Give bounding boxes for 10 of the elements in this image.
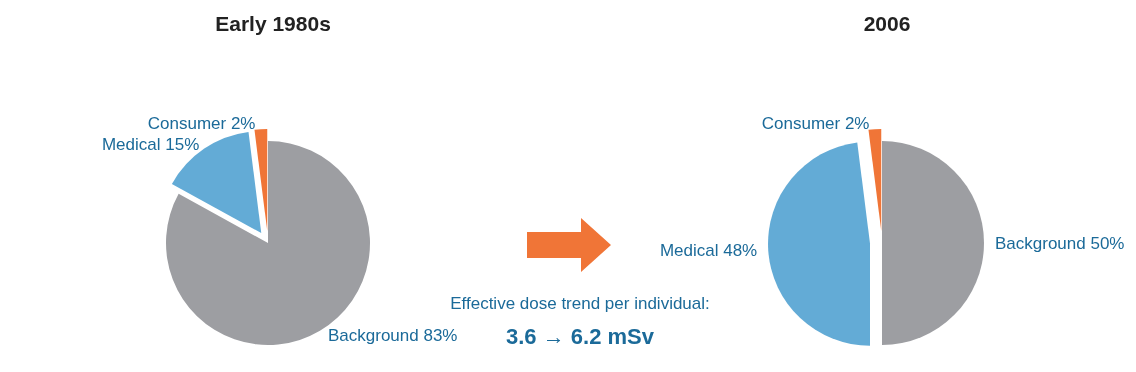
slice-label: Background 50%	[995, 233, 1125, 253]
chart-title: Early 1980s	[215, 12, 331, 35]
chart-title: 2006	[863, 12, 911, 35]
slice-label: Consumer 2%	[761, 113, 870, 133]
slice-label: Background 83%	[327, 326, 458, 346]
slice-label: Medical 15%	[101, 134, 200, 154]
text: Effective dose trend per individual:	[449, 294, 711, 314]
slice-label: Consumer 2%	[147, 113, 256, 133]
slice-label: Medical 48%	[659, 241, 758, 261]
text: 3.6 → 6.2 mSv	[506, 324, 654, 349]
